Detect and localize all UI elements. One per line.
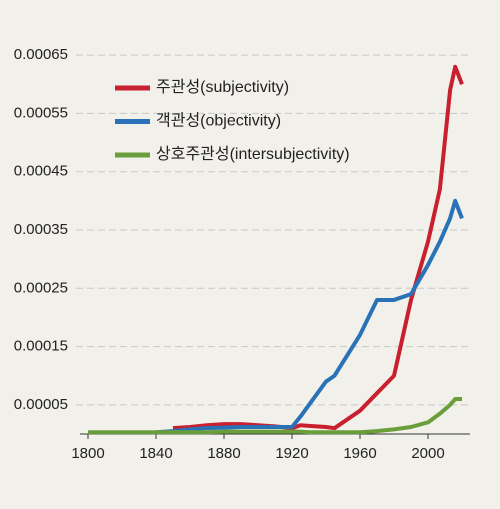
y-tick-label: 0.00065 [14, 46, 68, 63]
legend-label: 객관성(objectivity) [156, 112, 281, 130]
series-line [88, 397, 462, 435]
y-tick-label: 0.00045 [14, 163, 68, 180]
x-tick-label: 2000 [411, 445, 444, 462]
y-tick-label: 0.00035 [14, 221, 68, 238]
y-tick-label: 0.00005 [14, 396, 68, 413]
y-tick-label: 0.00055 [14, 104, 68, 121]
legend-label: 주관성(subjectivity) [156, 78, 289, 96]
x-tick-label: 1840 [139, 445, 172, 462]
y-tick-label: 0.00025 [14, 279, 68, 296]
x-tick-label: 1920 [275, 445, 308, 462]
legend-label: 상호주관성(intersubjectivity) [156, 145, 350, 163]
series-line [155, 198, 464, 435]
x-tick-label: 1800 [71, 445, 104, 462]
y-tick-label: 0.00015 [14, 338, 68, 355]
x-tick-label: 1880 [207, 445, 240, 462]
series-line [172, 64, 464, 431]
x-tick-label: 1960 [343, 445, 376, 462]
